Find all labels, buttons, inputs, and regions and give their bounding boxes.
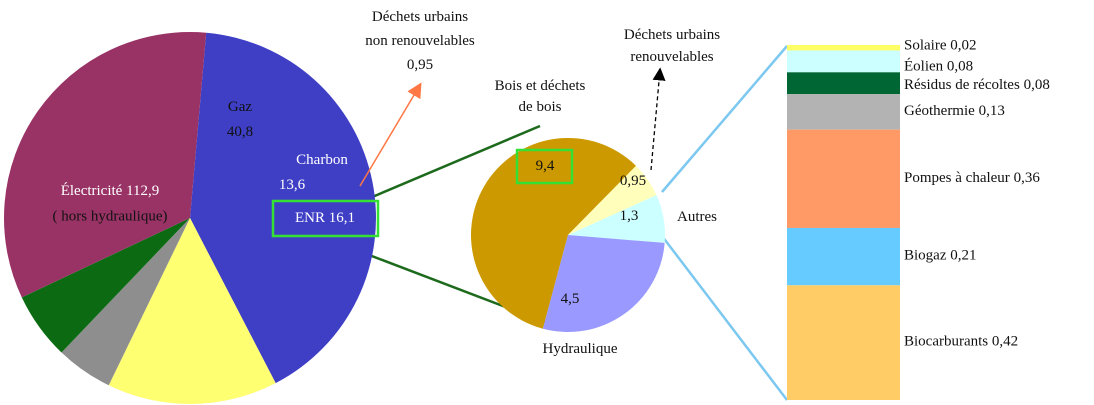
label: Résidus de récoltes 0,08 (904, 78, 1050, 94)
label-part: 0,08 (1024, 78, 1050, 94)
label: 0,95 (620, 173, 646, 189)
label-part: 13,6 (279, 177, 306, 193)
label: Solaire 0,02 (904, 38, 977, 54)
bar-segment (787, 94, 900, 130)
pie-slice (108, 218, 276, 404)
label: Biocarburants 0,42 (904, 334, 1018, 350)
label: Géothermie 0,13 (904, 103, 1005, 119)
label-part: 0,36 (1014, 170, 1041, 186)
connector (661, 45, 788, 193)
label-part: renouvelables (630, 49, 713, 65)
main-pie (4, 31, 376, 404)
label-part: Éolien (904, 58, 944, 75)
label: Autres (677, 209, 717, 225)
label-part: 112,9 (126, 183, 159, 199)
label: Charbon (296, 152, 348, 168)
label: 0,95 (407, 57, 433, 73)
label-part: Biogaz (904, 248, 947, 264)
label-part: Déchets urbains (372, 9, 468, 25)
label: 13,6 (279, 177, 306, 193)
label: renouvelables (630, 49, 713, 65)
label-part: 0,42 (992, 334, 1018, 350)
label: Bois et déchets (495, 78, 586, 94)
label-part: 4,5 (561, 291, 580, 307)
bar-segment (787, 285, 900, 400)
label: Hydraulique (543, 341, 618, 357)
pie-slice (190, 32, 376, 384)
label-part: Géothermie (904, 103, 975, 119)
bar-segment (787, 50, 900, 73)
label: Éolien 0,08 (904, 58, 973, 75)
label-part: 16,1 (329, 210, 355, 226)
label-part: 0,95 (407, 57, 433, 73)
annotation-arrow (650, 67, 666, 171)
bar-segment (787, 227, 900, 286)
label: 1,3 (620, 208, 639, 224)
label: 9,4 (536, 158, 555, 174)
label-part: 0,21 (950, 248, 976, 264)
label: Gaz (228, 99, 252, 115)
label-part: non renouvelables (365, 33, 475, 49)
label-part: Résidus de récoltes (904, 78, 1020, 94)
label-part: Solaire (904, 38, 947, 54)
label-part: Biocarburants (904, 334, 988, 350)
label-part: Autres (677, 209, 717, 225)
label: Biogaz 0,21 (904, 248, 977, 264)
secondary-pie (471, 137, 665, 332)
annotation-arrow (359, 82, 422, 187)
label: ( hors hydraulique) (53, 208, 168, 224)
pie-slice (471, 137, 637, 329)
pie-slice (568, 165, 657, 235)
label-part: Hydraulique (543, 341, 618, 357)
label-part: 9,4 (536, 158, 555, 174)
label-part: Charbon (296, 152, 348, 168)
label-part: Gaz (228, 99, 252, 115)
label: 4,5 (561, 291, 580, 307)
label: de bois (519, 99, 562, 115)
label-part: 0,13 (979, 103, 1005, 119)
pie-slice (21, 218, 190, 353)
pie-slice (568, 195, 665, 243)
label: Déchets urbains (372, 9, 468, 25)
label-part: de bois (519, 99, 562, 115)
pie-slice (4, 31, 207, 298)
label: Électricité 112,9 (61, 182, 160, 199)
highlight-box (515, 148, 574, 185)
stacked-bar (787, 45, 900, 400)
pie-slice (61, 218, 191, 386)
connector (661, 235, 788, 401)
highlight-box (271, 199, 380, 238)
label: ENR 16,1 (295, 210, 355, 226)
label-part: 1,3 (620, 208, 639, 224)
label-part: 0,02 (950, 38, 976, 54)
bar-segment (787, 129, 900, 228)
pie-slice (542, 235, 665, 332)
label-part: 40,8 (227, 124, 253, 140)
label: Pompes à chaleur 0,36 (904, 170, 1040, 186)
bar-segment (787, 45, 900, 51)
label: non renouvelables (365, 33, 475, 49)
label-part: 0,95 (620, 173, 646, 189)
label: 40,8 (227, 124, 253, 140)
label-part: 0,08 (947, 59, 973, 75)
label-part: Pompes à chaleur (904, 170, 1010, 186)
bar-segment (787, 72, 900, 95)
label-part: ENR (295, 210, 325, 226)
label-part: Déchets urbains (624, 27, 720, 43)
label-part: Bois et déchets (495, 78, 586, 94)
label: Déchets urbains (624, 27, 720, 43)
label-part: Électricité (61, 182, 123, 199)
connector (357, 124, 541, 205)
